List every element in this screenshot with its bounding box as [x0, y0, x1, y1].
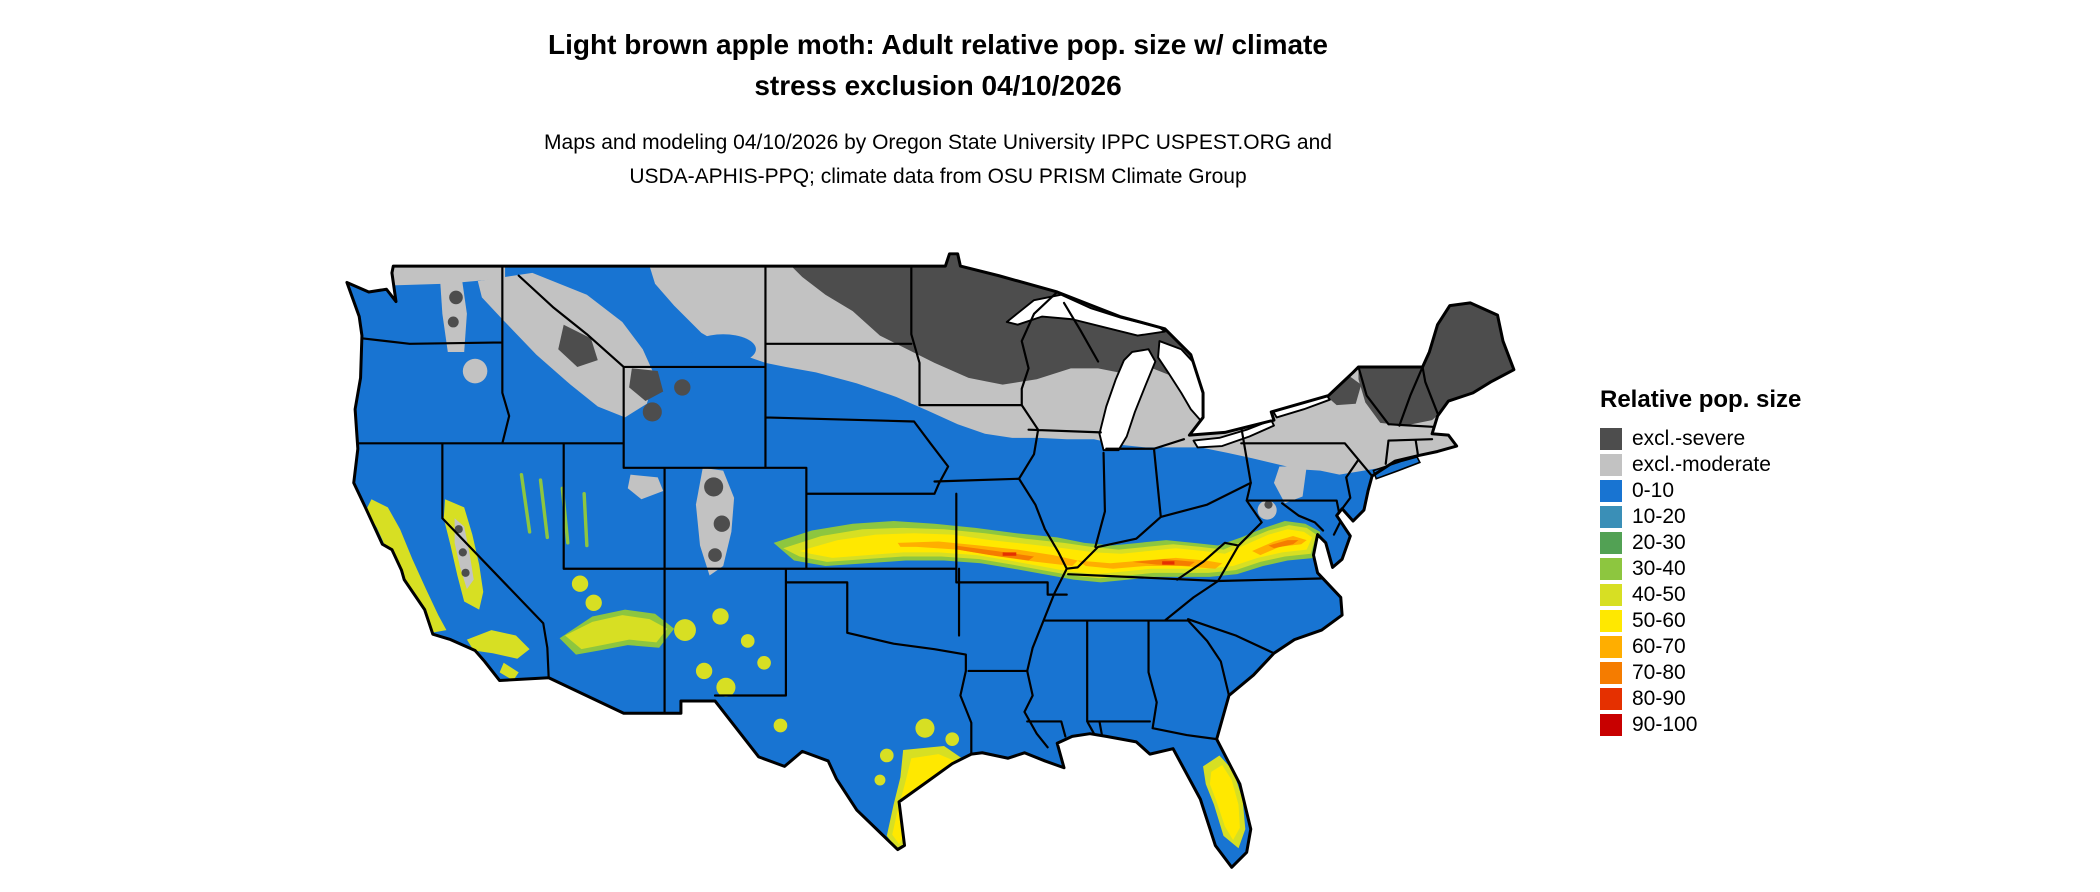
- legend-label: 30-40: [1632, 557, 1686, 580]
- legend-label: 20-30: [1632, 531, 1686, 554]
- legend-item: 90-100: [1600, 712, 1900, 738]
- legend-swatch: [1600, 662, 1622, 684]
- legend-swatch: [1600, 714, 1622, 736]
- legend-swatch: [1600, 428, 1622, 450]
- title-line-1: Light brown apple moth: Adult relative p…: [548, 29, 1328, 60]
- legend-label: 10-20: [1632, 505, 1686, 528]
- legend-label: excl.-moderate: [1632, 453, 1771, 476]
- legend-item: 40-50: [1600, 582, 1900, 608]
- lake-michigan: [1098, 348, 1157, 452]
- legend-swatch: [1600, 506, 1622, 528]
- great-lakes: [1005, 293, 1331, 452]
- state-boundaries: [355, 264, 1439, 756]
- us-map-svg: [345, 252, 1516, 869]
- subtitle-line-1: Maps and modeling 04/10/2026 by Oregon S…: [544, 131, 1332, 154]
- legend-item: 10-20: [1600, 504, 1900, 530]
- legend-swatch: [1600, 454, 1622, 476]
- legend-item: 70-80: [1600, 660, 1900, 686]
- legend-item: excl.-moderate: [1600, 452, 1900, 478]
- region-montana-valley-0-10: [690, 334, 756, 365]
- legend-label: 0-10: [1632, 479, 1675, 502]
- figure-subtitle: Maps and modeling 04/10/2026 by Oregon S…: [0, 126, 1876, 194]
- subtitle-line-2: USDA-APHIS-PPQ; climate data from OSU PR…: [629, 165, 1247, 188]
- legend-item: 0-10: [1600, 478, 1900, 504]
- legend-swatch: [1600, 532, 1622, 554]
- us-map: [314, 232, 1555, 892]
- legend-label: excl.-severe: [1632, 427, 1746, 450]
- legend-item: 60-70: [1600, 634, 1900, 660]
- legend-label: 70-80: [1632, 661, 1686, 684]
- legend-swatch: [1600, 584, 1622, 606]
- map-legend: Relative pop. size excl.-severe excl.-mo…: [1600, 386, 1900, 738]
- legend-title: Relative pop. size: [1600, 386, 1802, 413]
- legend-item: 80-90: [1600, 686, 1900, 712]
- legend-label: 90-100: [1632, 713, 1698, 736]
- region-nevada-ridges: [519, 472, 589, 548]
- legend-swatch: [1600, 688, 1622, 710]
- legend-label: 50-60: [1632, 609, 1686, 632]
- long-island: [1372, 455, 1421, 480]
- legend-label: 80-90: [1632, 687, 1686, 710]
- legend-label: 60-70: [1632, 635, 1686, 658]
- legend-item: 20-30: [1600, 530, 1900, 556]
- title-line-2: stress exclusion 04/10/2026: [754, 70, 1122, 101]
- legend-label: 40-50: [1632, 583, 1686, 606]
- legend-swatch: [1600, 636, 1622, 658]
- legend-swatch: [1600, 558, 1622, 580]
- region-sierra-crest-severe: [454, 525, 470, 577]
- region-excl-severe: [447, 253, 1514, 562]
- legend-item: 50-60: [1600, 608, 1900, 634]
- figure-title: Light brown apple moth: Adult relative p…: [0, 24, 1876, 106]
- lake-erie: [1192, 419, 1275, 449]
- legend-swatch: [1600, 480, 1622, 502]
- region-80-90: [1002, 552, 1175, 565]
- legend-item: 30-40: [1600, 556, 1900, 582]
- legend-item: excl.-severe: [1600, 426, 1900, 452]
- legend-swatch: [1600, 610, 1622, 632]
